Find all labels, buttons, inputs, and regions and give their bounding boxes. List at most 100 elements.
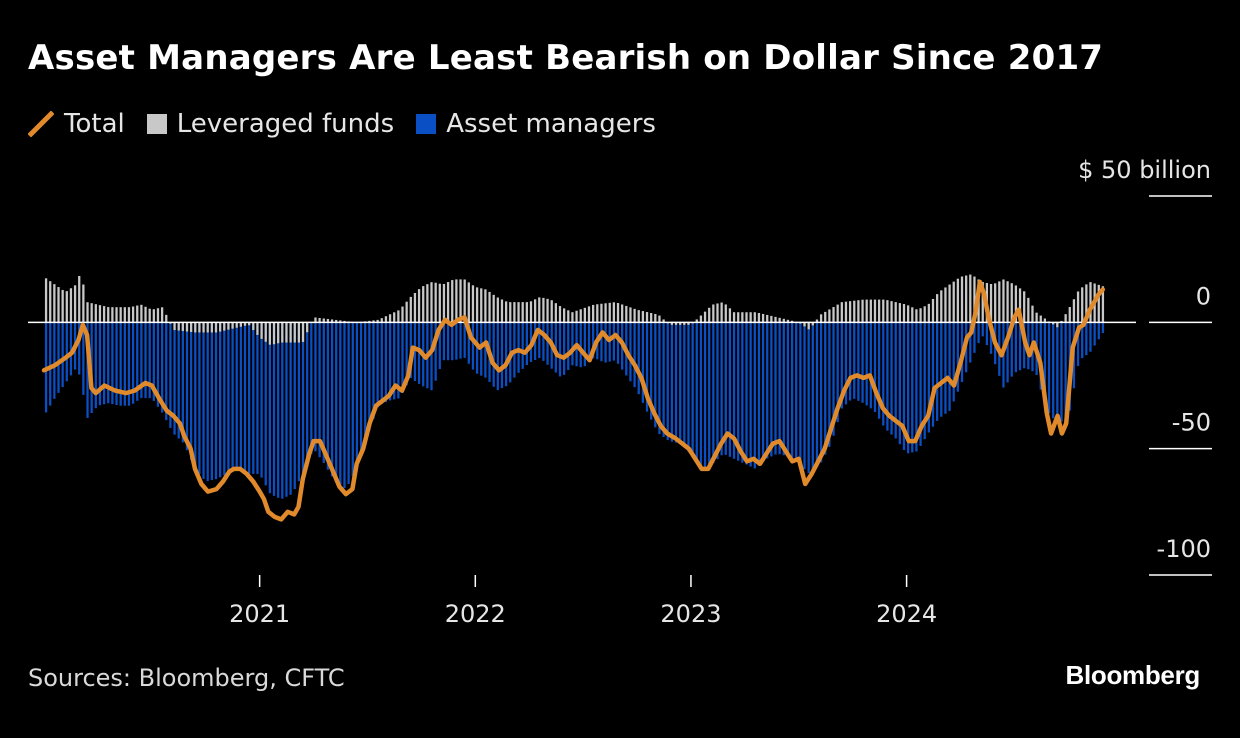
leveraged-funds-bar	[865, 299, 868, 323]
asset-managers-bar	[359, 322, 363, 456]
leveraged-funds-bar	[268, 322, 272, 345]
leveraged-funds-bar	[235, 322, 238, 328]
asset-managers-bar	[807, 322, 810, 474]
asset-managers-bar	[455, 322, 458, 360]
leveraged-funds-bar	[811, 322, 814, 326]
leveraged-funds-bar	[965, 275, 968, 323]
asset-managers-bar	[318, 322, 321, 458]
asset-managers-bar	[239, 322, 243, 469]
leveraged-funds-bar	[699, 315, 703, 323]
asset-managers-bar	[907, 322, 910, 454]
asset-managers-bar	[703, 322, 707, 468]
leveraged-funds-bar	[326, 318, 330, 323]
leveraged-funds-bar	[546, 298, 549, 323]
leveraged-funds-bar	[898, 303, 901, 323]
asset-managers-bar	[873, 322, 877, 412]
asset-managers-bar	[297, 322, 301, 482]
asset-managers-bar	[778, 322, 781, 455]
leveraged-funds-bar	[277, 322, 280, 344]
asset-managers-bar	[293, 322, 296, 489]
total-line	[41, 279, 1106, 522]
asset-managers-bar	[911, 322, 914, 453]
asset-managers-bar	[749, 322, 752, 467]
legend: Total Leveraged funds Asset managers	[28, 106, 678, 142]
leveraged-funds-bar	[206, 322, 209, 333]
asset-managers-bar	[82, 322, 85, 395]
leveraged-funds-bar	[90, 303, 93, 323]
leveraged-funds-bar	[708, 307, 711, 323]
leveraged-funds-bar	[969, 274, 972, 323]
leveraged-funds-bar	[335, 319, 338, 323]
asset-managers-bar	[1052, 322, 1055, 419]
asset-managers-bar	[471, 322, 475, 370]
asset-managers-bar	[148, 322, 151, 399]
asset-managers-bar	[289, 322, 292, 495]
leveraged-funds-bar	[115, 307, 118, 323]
asset-managers-bar	[936, 322, 939, 421]
asset-managers-bar	[351, 322, 354, 477]
leveraged-funds-bar	[790, 320, 794, 323]
leveraged-funds-bar	[650, 313, 653, 323]
asset-managers-bar	[173, 322, 176, 435]
leveraged-funds-bar	[695, 319, 698, 323]
leveraged-funds-bar	[219, 322, 222, 332]
asset-managers-bar	[977, 322, 980, 344]
asset-managers-bar	[662, 322, 665, 438]
asset-managers-bar	[189, 322, 193, 460]
leveraged-funds-bar	[654, 313, 657, 323]
asset-managers-bar	[546, 322, 549, 365]
legend-swatch-total	[28, 111, 54, 137]
leveraged-funds-bar	[550, 300, 553, 323]
asset-managers-bar	[314, 322, 317, 452]
asset-managers-bar	[160, 322, 164, 413]
asset-managers-bar	[853, 322, 856, 399]
leveraged-funds-bar	[173, 322, 176, 331]
asset-managers-bar	[890, 322, 893, 435]
asset-managers-bar	[65, 322, 68, 382]
leveraged-funds-bar	[803, 322, 806, 327]
leveraged-funds-bar	[882, 299, 885, 323]
asset-managers-bar	[637, 322, 640, 395]
asset-managers-bar	[683, 322, 686, 448]
asset-managers-bar	[1056, 322, 1059, 424]
legend-label-total: Total	[64, 109, 125, 139]
asset-managers-bar	[223, 322, 226, 476]
asset-managers-bar	[753, 322, 756, 469]
asset-managers-bar	[194, 322, 197, 470]
asset-managers-bar	[210, 322, 213, 481]
asset-managers-bar	[78, 322, 81, 375]
leveraged-funds-bar	[778, 317, 781, 323]
leveraged-funds-bar	[49, 281, 52, 323]
leveraged-funds-bar	[492, 294, 495, 323]
leveraged-funds-bar	[61, 289, 64, 323]
asset-managers-bar	[484, 322, 487, 378]
leveraged-funds-bar	[732, 312, 736, 323]
leveraged-funds-bar	[1068, 307, 1071, 323]
asset-managers-bar	[380, 322, 383, 405]
asset-managers-bar	[136, 322, 139, 401]
asset-managers-bar	[1060, 322, 1063, 422]
x-tick-label: 2021	[229, 600, 290, 628]
asset-managers-bar	[989, 322, 993, 354]
asset-managers-bar	[728, 322, 732, 457]
asset-managers-bar	[98, 322, 102, 406]
leveraged-funds-bar	[1006, 281, 1009, 323]
asset-managers-bar	[840, 322, 843, 409]
leveraged-funds-bar	[1002, 279, 1005, 323]
asset-managers-bar	[281, 322, 284, 499]
asset-managers-bar	[57, 322, 60, 393]
asset-managers-bar	[1085, 322, 1088, 356]
asset-managers-bar	[102, 322, 106, 405]
leveraged-funds-bar	[625, 305, 628, 323]
leveraged-funds-bar	[766, 314, 769, 323]
leveraged-funds-bar	[1043, 318, 1047, 323]
asset-managers-bar	[165, 322, 168, 421]
leveraged-funds-bar	[873, 299, 877, 323]
asset-managers-bar	[272, 322, 276, 496]
leveraged-funds-bar	[397, 310, 400, 323]
leveraged-funds-bar	[301, 322, 305, 342]
asset-managers-bar	[343, 322, 346, 489]
leveraged-funds-bar	[563, 308, 566, 323]
leveraged-funds-bar	[107, 307, 110, 323]
leveraged-funds-bar	[533, 299, 537, 323]
